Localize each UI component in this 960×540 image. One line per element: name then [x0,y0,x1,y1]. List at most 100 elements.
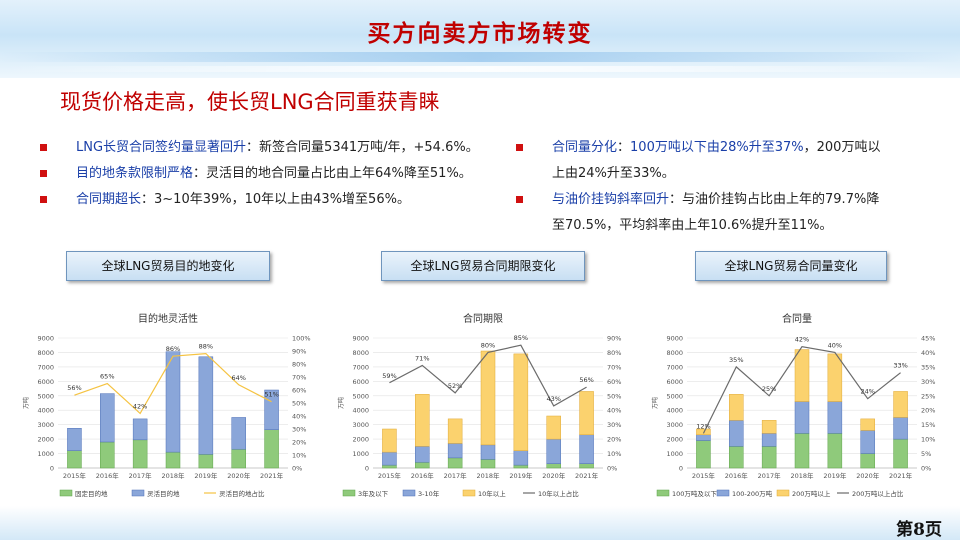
chart-button-volume[interactable]: 全球LNG贸易合同量变化 [695,251,887,281]
y-tick-label: 7000 [352,363,369,371]
y2-tick-label: 20% [921,407,935,415]
bar-segment [579,463,594,469]
y-tick-label: 0 [50,465,54,473]
bar-segment [827,401,843,434]
legend-swatch [342,489,356,497]
bullet-text: ，200万吨以 [803,140,881,155]
y2-tick-label: 60% [607,378,621,386]
x-tick-label: 2017年 [758,471,782,480]
y-tick-label: 9000 [352,335,369,343]
y-tick-label: 2000 [37,436,54,444]
y2-tick-label: 60% [292,387,306,395]
x-tick-label: 2020年 [856,471,880,480]
header-banner [0,0,960,78]
y2-tick-label: 30% [607,421,621,429]
bullet-text: ：3~10年39%，10年以上由43%增至56%。 [141,192,410,207]
y2-tick-label: 25% [921,392,935,400]
data-label: 85% [514,334,528,342]
bullet-text: ：灵活目的地合同量占比由上年64%降至51%。 [193,166,472,181]
bullet-square-icon [40,170,47,177]
y2-tick-label: 40% [292,413,306,421]
x-tick-label: 2019年 [509,471,533,480]
legend-label: 灵活目的地 [147,489,180,498]
chart-button-duration[interactable]: 全球LNG贸易合同期限变化 [381,251,585,281]
bar-segment [696,428,711,436]
bar-segment [480,350,496,446]
data-label: 80% [481,341,495,349]
y2-tick-label: 45% [921,335,935,343]
data-label: 71% [415,354,429,362]
bullet-item: 合同期超长：3~10年39%，10年以上由43%增至56%。 [40,187,510,213]
legend-label: 100-200万吨 [732,489,773,498]
ratio-line [702,346,901,434]
y-axis-label: 万吨 [651,397,659,409]
chart-title: 合同期限 [463,312,503,325]
y2-tick-label: 30% [292,426,306,434]
y2-tick-label: 50% [292,400,306,408]
bar-segment [794,349,810,402]
bar-segment [382,464,397,469]
bar-segment [761,446,777,469]
bar-segment [198,454,214,469]
legend-label: 灵活目的地占比 [219,489,265,498]
bar-segment [729,446,744,469]
bar-segment [893,438,908,469]
y-tick-label: 9000 [37,335,54,343]
bar-segment [480,444,496,460]
y-tick-label: 5000 [352,392,369,400]
y-tick-label: 3000 [352,421,369,429]
x-tick-label: 2016年 [96,471,120,480]
bar-segment [415,461,430,469]
bullet-list-right: 合同量分化：100万吨以下由28%升至37%，200万吨以 上由24%升至33%… [516,135,936,239]
y-tick-label: 5000 [666,392,683,400]
header-streak-light [0,66,960,72]
data-label: 86% [166,345,180,353]
bar-segment [382,451,397,466]
bar-segment [827,353,843,402]
bullet-item: 与油价挂钩斜率回升：与油价挂钩占比由上年的79.7%降 [516,187,936,213]
chart-button-destination[interactable]: 全球LNG贸易目的地变化 [66,251,270,281]
bullet-continuation: 至70.5%，平均斜率由上年10.6%提升至11%。 [552,218,833,233]
y-axis-label: 万吨 [337,397,345,409]
bullet-item: 目的地条款限制严格：灵活目的地合同量占比由上年64%降至51%。 [40,161,510,187]
y-tick-label: 6000 [352,378,369,386]
y2-tick-label: 90% [607,335,621,343]
legend-swatch [131,489,145,497]
y2-tick-label: 10% [292,452,306,460]
y2-tick-label: 20% [292,439,306,447]
y-tick-label: 1000 [352,450,369,458]
bullet-label: 与油价挂钩斜率回升 [552,192,670,207]
y2-tick-label: 0% [921,465,931,473]
y-tick-label: 0 [365,465,369,473]
legend-swatch [716,489,730,497]
y2-tick-label: 80% [607,349,621,357]
bar-segment [231,417,246,450]
data-label: 65% [100,373,114,381]
legend-swatch [776,489,790,497]
bar-segment [165,351,181,453]
y2-tick-label: 90% [292,348,306,356]
data-label: 43% [546,395,560,403]
y-tick-label: 5000 [37,392,54,400]
y2-tick-label: 80% [292,361,306,369]
y2-tick-label: 0% [607,465,617,473]
header-streak [0,52,960,62]
bullet-text: ：新签合同量5341万吨/年，+54.6%。 [246,140,479,155]
data-label: 51% [264,391,278,399]
bar-segment [415,446,430,463]
chart-destination: 目的地灵活性 万吨 0 1000 2000 3000 4000 5000 6000 7000 800… [18,300,318,505]
bullet-label: 合同量分化 [552,140,618,155]
data-label: 64% [231,374,245,382]
bar-segment [794,401,810,434]
y2-tick-label: 100% [292,335,311,343]
chart-title: 合同量 [782,312,812,325]
y-tick-label: 8000 [37,349,54,357]
data-label: 42% [795,336,809,344]
bar-segment [546,463,561,469]
x-tick-label: 2021年 [575,471,599,480]
ratio-line [74,352,272,415]
bar-segment [132,418,148,441]
bullet-item: LNG长贸合同签约量显著回升：新签合同量5341万吨/年，+54.6%。 [40,135,510,161]
bar-segment [579,391,594,436]
